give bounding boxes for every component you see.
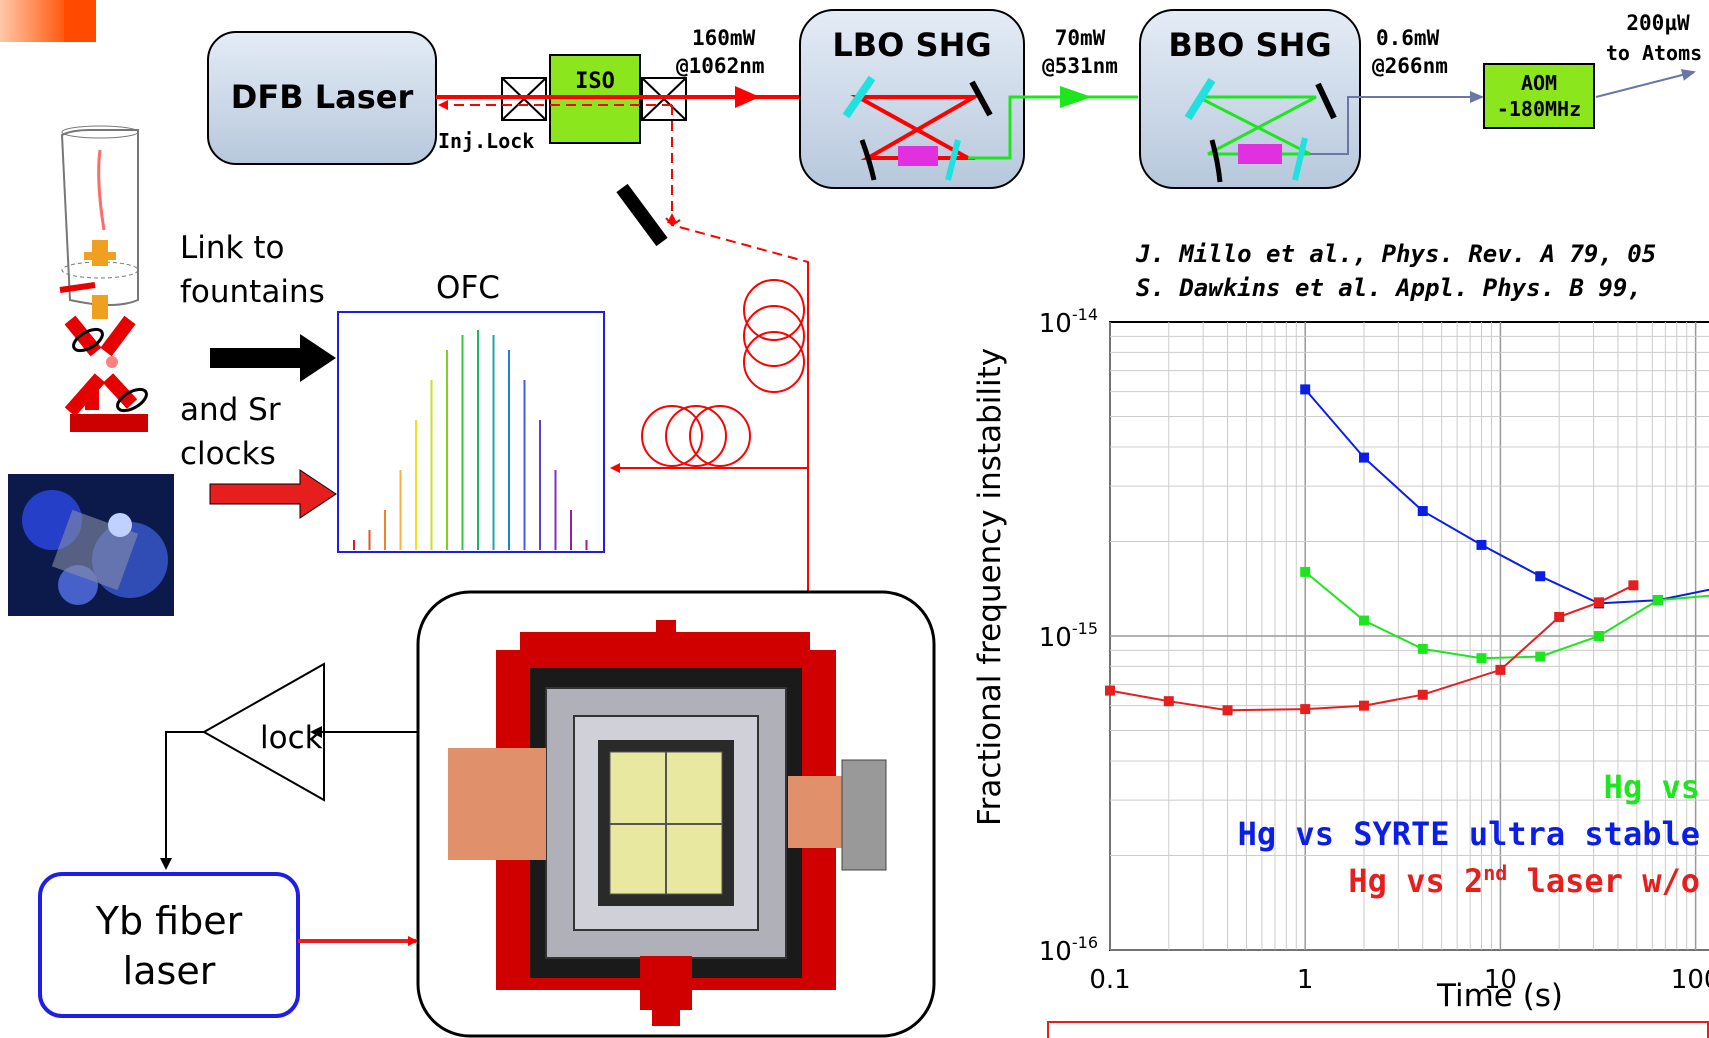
ofc-comb-lines — [353, 330, 588, 550]
aom-frequency-label: -180MHz — [1497, 97, 1581, 121]
y-tick-label: 10-14 — [1039, 305, 1098, 339]
yb-laser-line1: Yb fiber — [95, 899, 243, 943]
reference-millo: J. Millo et al., Phys. Rev. A 79, 05 — [1135, 240, 1656, 268]
lbo-shg-cavity: LBO SHG — [799, 9, 1138, 189]
data-point — [1476, 539, 1487, 550]
x-tick-label: 10 — [1484, 965, 1517, 995]
x-tick-label: 1 — [1297, 965, 1314, 995]
corner-decoration — [0, 0, 96, 42]
y-tick-label: 10-16 — [1039, 933, 1098, 967]
legend-red: Hg vs 2nd laser w/o — [1348, 861, 1700, 900]
sr-clocks-line2: clocks — [180, 436, 276, 472]
data-point — [1594, 597, 1605, 608]
black-link-arrow — [210, 334, 336, 382]
power-1062-label: 160mW — [692, 26, 756, 50]
data-point — [1628, 580, 1639, 591]
y-tick-label: 10-15 — [1039, 619, 1098, 653]
bottom-note-frame — [1047, 1021, 1709, 1038]
wavelength-531-label: @531nm — [1042, 54, 1118, 78]
data-point — [1417, 643, 1428, 654]
bbo-shg-cavity: BBO SHG — [1139, 9, 1484, 189]
dfb-laser-label: DFB Laser — [231, 78, 414, 116]
data-point — [1476, 653, 1487, 664]
ofc-spectrum: OFC — [337, 270, 605, 553]
lbo-shg-label: LBO SHG — [832, 26, 991, 64]
data-point — [1222, 705, 1233, 716]
data-point — [1535, 571, 1546, 582]
legend-blue: Hg vs SYRTE ultra stable — [1238, 815, 1700, 853]
fiber-path — [610, 262, 809, 592]
ofc-label: OFC — [436, 270, 500, 306]
y-axis-label: Fractional frequency instability — [972, 348, 1008, 826]
yb-fiber-laser-box: Yb fiber laser — [38, 872, 300, 1018]
chart-grid — [1109, 322, 1709, 951]
red-link-arrow — [209, 469, 337, 519]
inj-lock-label: Inj.Lock — [438, 129, 534, 153]
reference-dawkins: S. Dawkins et al. Appl. Phys. B 99, — [1136, 274, 1642, 302]
power-531-label: 70mW — [1055, 26, 1106, 50]
lock-label: lock — [260, 720, 323, 756]
green-beam-arrow — [1060, 86, 1092, 108]
sr-clocks-line1: and Sr — [180, 392, 281, 428]
data-point — [1163, 696, 1174, 707]
data-point — [1300, 384, 1311, 395]
instability-chart: 0.1 1 10 100 10-16 10-15 10-14 Time (s) Fracti… — [972, 305, 1709, 1014]
series-line — [1109, 584, 1634, 712]
atom-trap-illustration — [59, 125, 148, 432]
to-atoms-label: to Atoms — [1606, 41, 1702, 65]
wavelength-266-label: @266nm — [1372, 54, 1448, 78]
data-point — [1417, 506, 1428, 517]
data-point — [1495, 664, 1506, 675]
iso-label: ISO — [575, 69, 615, 94]
sr-clock-photo — [8, 474, 174, 616]
ultrastable-cavity — [416, 590, 936, 1038]
legend-red-prefix: Hg vs 2 — [1348, 862, 1483, 900]
x-tick-label: 100 — [1671, 965, 1709, 995]
data-point — [1554, 611, 1565, 622]
link-fountains-line1: Link to — [180, 230, 284, 266]
link-fountains-line2: fountains — [180, 274, 325, 310]
data-point — [1594, 631, 1605, 641]
legend-green: Hg vs — [1604, 768, 1700, 806]
chart-series — [1105, 384, 1709, 716]
data-point — [1417, 689, 1428, 700]
dfb-laser-box: DFB Laser — [207, 31, 437, 165]
yb-laser-line2: laser — [123, 949, 216, 993]
power-266-label: 0.6mW — [1376, 26, 1440, 50]
wavelength-1062-label: @1062nm — [676, 54, 765, 78]
data-point — [1652, 595, 1663, 606]
lock-amplifier: lock — [160, 662, 418, 870]
data-point — [1358, 452, 1369, 463]
x-tick-label: 0.1 — [1089, 965, 1130, 995]
to-atoms-beam — [1595, 69, 1696, 98]
data-point — [1300, 566, 1311, 577]
data-point — [1535, 651, 1546, 662]
aom-label: AOM — [1521, 71, 1557, 95]
atoms-power-label: 200µW — [1626, 11, 1690, 35]
pickoff-mirror — [616, 183, 668, 247]
series-line — [1304, 388, 1709, 605]
data-point — [1300, 704, 1311, 715]
data-point — [1105, 685, 1115, 696]
data-point — [1358, 615, 1369, 626]
aom-box: AOM -180MHz — [1483, 63, 1595, 129]
series-line — [1304, 571, 1709, 660]
chart-ticks: 0.1 1 10 100 10-16 10-15 10-14 — [1039, 305, 1709, 995]
bbo-shg-label: BBO SHG — [1168, 26, 1331, 64]
x-axis-label: Time (s) — [1436, 978, 1563, 1014]
data-point — [1358, 700, 1369, 711]
